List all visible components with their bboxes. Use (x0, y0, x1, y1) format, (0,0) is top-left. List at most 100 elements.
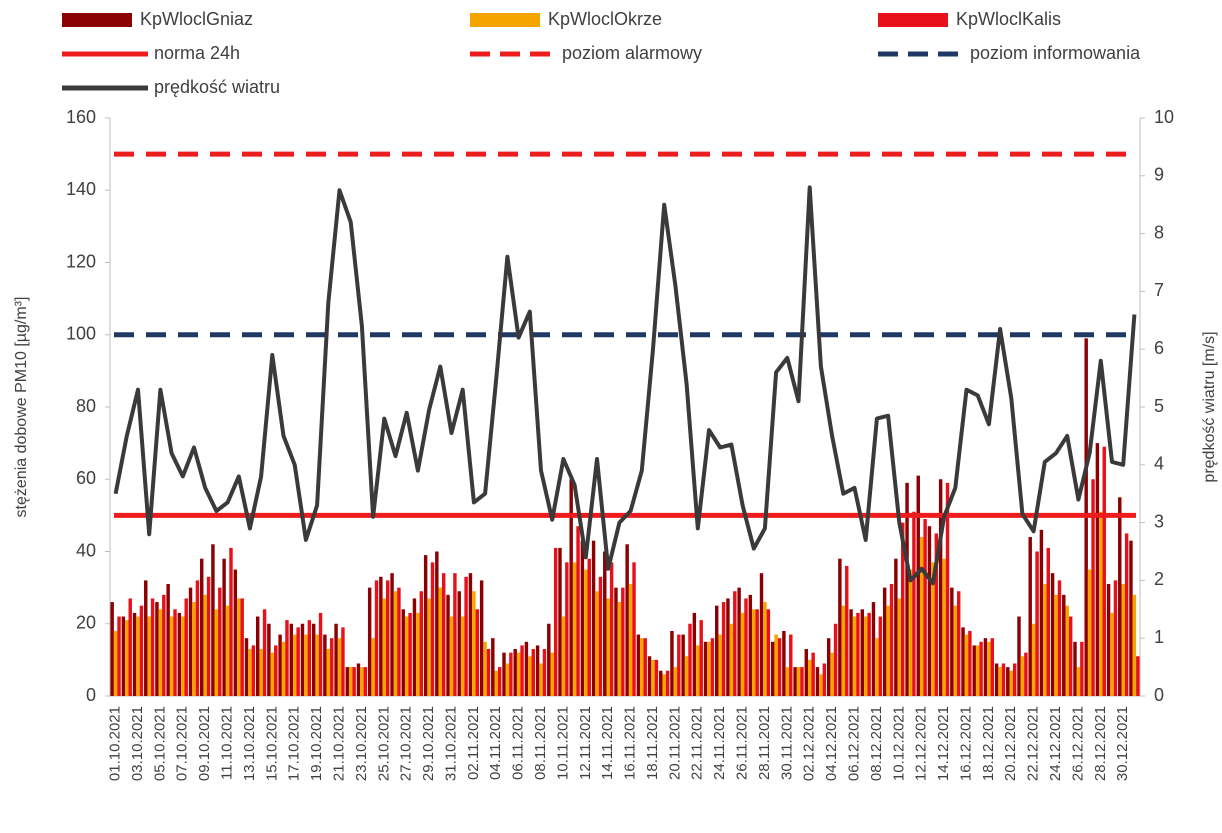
x-tick-label: 26.12.2021 (1069, 706, 1086, 781)
x-tick-label: 01.10.2021 (107, 706, 124, 781)
bar (195, 580, 200, 696)
legend-swatch (878, 13, 948, 27)
bar (953, 605, 957, 696)
bar (483, 641, 487, 696)
bar (379, 576, 383, 696)
bar (460, 616, 465, 696)
bar (983, 638, 988, 696)
bar (1087, 569, 1092, 696)
bar (763, 602, 767, 696)
bar (1006, 667, 1010, 696)
y2-tick-label: 4 (1154, 454, 1164, 474)
bar (423, 555, 428, 696)
bar (1020, 656, 1025, 696)
bar (849, 609, 853, 696)
bar (603, 551, 607, 696)
bar (371, 638, 375, 696)
bar (643, 638, 647, 696)
bar (752, 609, 756, 696)
bar (942, 558, 946, 696)
bar (998, 667, 1002, 696)
bar (524, 641, 529, 696)
bar (726, 598, 730, 696)
bar (203, 594, 207, 696)
bar (975, 645, 980, 696)
bar (173, 609, 177, 696)
bar (1054, 594, 1058, 696)
bar (430, 562, 435, 696)
bar (923, 518, 927, 696)
bar (1065, 605, 1069, 696)
y2-tick-label: 8 (1154, 222, 1164, 242)
bar (670, 630, 674, 696)
legend-label: poziom informowania (970, 43, 1141, 63)
bar (150, 598, 155, 696)
x-tick-label: 30.12.2021 (1114, 706, 1131, 781)
bar (531, 649, 535, 696)
bar (576, 526, 580, 696)
bar (729, 623, 734, 696)
bar (833, 623, 838, 696)
bar (744, 598, 748, 696)
bar (1113, 580, 1118, 696)
bar (1080, 641, 1084, 696)
bar (994, 663, 999, 696)
y2-tick-label: 6 (1154, 338, 1164, 358)
bar (326, 649, 331, 696)
bar (721, 602, 726, 696)
bar (348, 667, 353, 696)
bar (912, 511, 916, 696)
x-tick-label: 14.11.2021 (599, 706, 616, 780)
y-tick-label: 20 (76, 613, 96, 633)
bar (684, 656, 689, 696)
bar (457, 591, 461, 696)
bar (931, 562, 935, 696)
x-tick-label: 19.10.2021 (308, 706, 325, 781)
bar (1043, 584, 1047, 696)
bar (688, 623, 692, 696)
x-tick-label: 20.11.2021 (666, 706, 683, 780)
bar (110, 602, 114, 696)
bar (595, 591, 599, 696)
bar (1039, 529, 1044, 696)
bar (826, 638, 831, 696)
y-tick-label: 0 (86, 685, 96, 705)
bar (662, 674, 666, 696)
bar (367, 587, 372, 696)
y-tick-label: 140 (66, 179, 96, 199)
bar (856, 612, 860, 696)
bar (360, 667, 364, 696)
bar (628, 584, 633, 696)
bar (625, 544, 629, 696)
bar (1046, 547, 1050, 696)
x-tick-label: 04.12.2021 (823, 706, 840, 781)
bar (1102, 446, 1106, 696)
bar (502, 652, 506, 696)
bar (472, 591, 476, 696)
bar (972, 645, 976, 696)
bar (822, 663, 827, 696)
bar (404, 616, 409, 696)
bar (565, 562, 569, 696)
bar (1028, 537, 1032, 696)
bar (270, 652, 275, 696)
bar (419, 591, 424, 696)
bar (830, 652, 834, 696)
bar (382, 598, 387, 696)
bar (475, 609, 480, 696)
bar (479, 580, 484, 696)
y-tick-label: 80 (76, 396, 96, 416)
bar (441, 573, 446, 696)
bar (1068, 616, 1073, 696)
bar (181, 616, 185, 696)
legend-swatch (62, 13, 132, 27)
y2-tick-label: 0 (1154, 685, 1164, 705)
bar (192, 602, 196, 696)
bar (363, 667, 368, 696)
bar (852, 616, 857, 696)
bar (677, 634, 681, 696)
bar (815, 667, 820, 696)
bar (117, 616, 121, 696)
bar (438, 587, 442, 696)
bar (755, 609, 759, 696)
